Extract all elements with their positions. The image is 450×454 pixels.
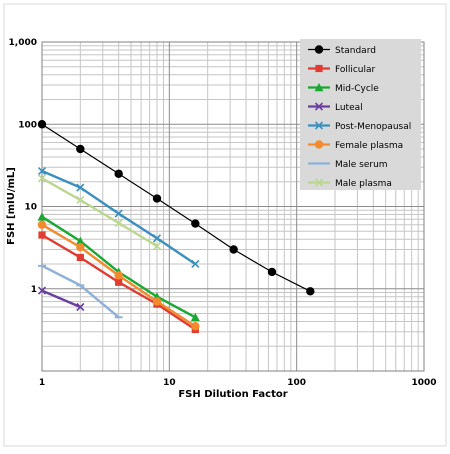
data-point [76, 243, 85, 252]
legend-marker [314, 83, 324, 92]
legend-label: Luteal [335, 103, 363, 113]
legend-marker [314, 121, 324, 130]
legend-item: Luteal [308, 102, 363, 113]
data-point [37, 120, 47, 129]
series-standard [37, 120, 315, 296]
legend-marker [314, 45, 324, 54]
y-tick-label: 100 [18, 120, 37, 130]
data-point [306, 287, 315, 296]
legend-marker [314, 140, 324, 149]
series-line [41, 123, 311, 292]
y-tick-label: 1 [31, 285, 37, 295]
legend-label: Male serum [335, 160, 388, 170]
data-point [191, 259, 200, 269]
y-tick-label: 1,000 [9, 38, 37, 48]
data-point [37, 212, 47, 221]
x-tick-label: 100 [287, 378, 306, 388]
x-tick-label: 1000 [411, 378, 436, 388]
series-female-plasma [37, 220, 200, 331]
data-point [76, 183, 85, 192]
data-point [152, 242, 162, 251]
data-point [37, 220, 47, 229]
legend-label: Standard [335, 46, 376, 56]
x-tick-label: 10 [163, 378, 176, 388]
x-axis-label: FSH Dilution Factor [178, 389, 287, 400]
legend-item: Male plasma [308, 178, 392, 189]
series-layer [37, 120, 315, 334]
data-point [114, 271, 123, 280]
data-point [38, 231, 46, 239]
y-axis-label: FSH [mIU/mL] [6, 167, 17, 245]
data-point [114, 169, 123, 178]
legend-item: Post-Menopausal [308, 121, 411, 132]
series-post-menopausal [37, 166, 200, 269]
legend-label: Male plasma [335, 179, 392, 189]
data-point [37, 166, 47, 176]
data-point [76, 144, 85, 154]
data-point [152, 194, 162, 203]
data-point [190, 312, 200, 322]
y-tick-label: 10 [24, 203, 37, 213]
legend-label: Female plasma [335, 141, 403, 151]
chart-border [3, 3, 447, 447]
legend-item: Standard [308, 45, 376, 56]
plot-area [41, 41, 425, 372]
data-point [152, 234, 162, 243]
legend-item: Follicular [308, 64, 376, 75]
data-point [267, 267, 277, 277]
legend: Standard Follicular Mid-Cycle Luteal Post-Me… [300, 39, 421, 190]
tick-labels: 1 10 100 1000 1 10 100 1,000 [9, 38, 437, 388]
series-male-plasma [37, 174, 162, 251]
data-point [114, 218, 123, 228]
data-point [76, 253, 84, 262]
data-point [75, 236, 85, 245]
legend-label: Follicular [335, 65, 376, 75]
data-point [76, 195, 85, 205]
series-male-serum [38, 264, 123, 319]
data-point [76, 302, 85, 312]
data-point [37, 174, 47, 183]
legend-marker [315, 64, 323, 73]
legend-item: Mid-Cycle [308, 83, 379, 94]
legend-label: Post-Menopausal [335, 122, 411, 132]
legend-label: Mid-Cycle [335, 84, 379, 94]
legend-item: Female plasma [308, 140, 403, 151]
data-point [229, 245, 238, 254]
data-point [115, 278, 123, 286]
series-luteal [37, 286, 85, 312]
series-line [41, 289, 81, 309]
data-point [114, 209, 123, 218]
legend-item: Male serum [308, 160, 388, 170]
legend-marker [314, 178, 324, 187]
data-point [191, 322, 200, 331]
data-point [152, 297, 162, 306]
data-point [191, 219, 200, 228]
series-line [41, 177, 158, 248]
x-tick-label: 1 [39, 378, 45, 388]
legend-marker [314, 102, 324, 111]
legend-box [300, 39, 421, 190]
data-point [37, 286, 47, 295]
